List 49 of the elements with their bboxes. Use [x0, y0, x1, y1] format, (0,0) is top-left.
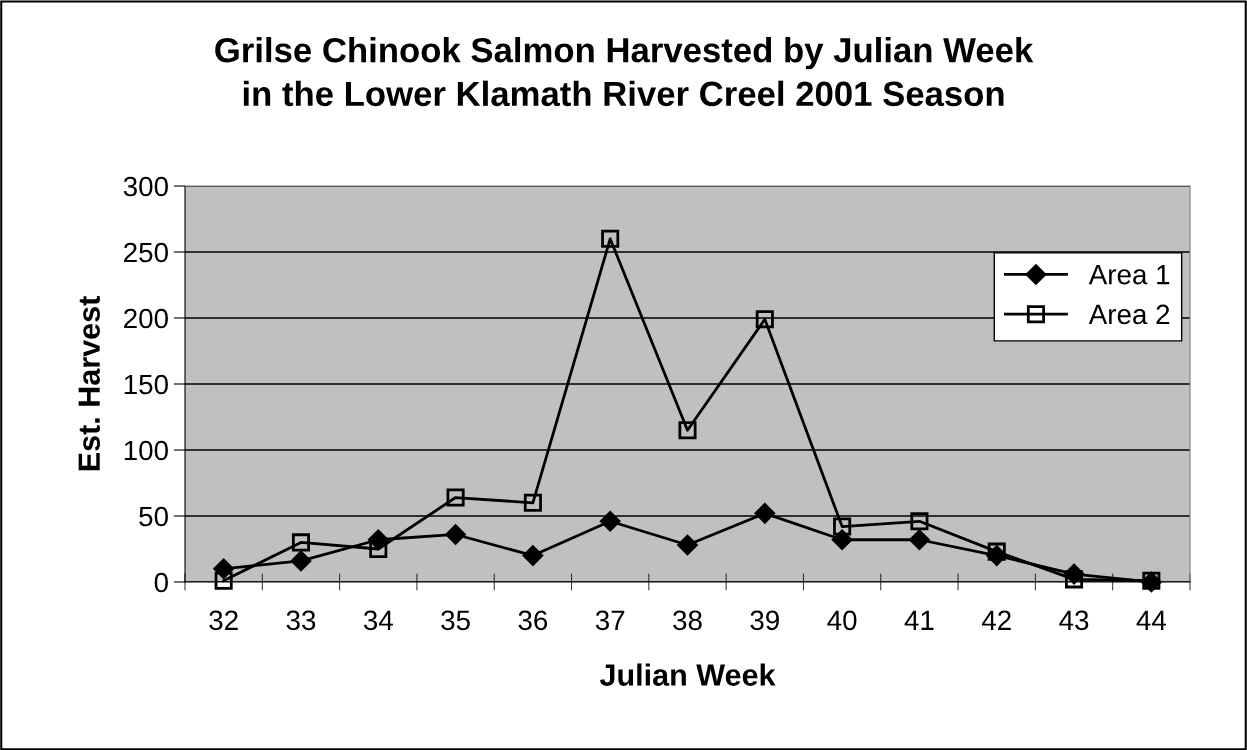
x-tick-label: 33 — [286, 610, 316, 631]
y-tick-label: 200 — [124, 308, 168, 329]
point — [1065, 570, 1084, 589]
point — [213, 558, 234, 580]
y-tick-label: 300 — [123, 176, 168, 197]
y-tick-label: 150 — [124, 374, 168, 395]
point — [522, 545, 544, 566]
point — [1063, 563, 1085, 585]
y-tick-label: 100 — [124, 440, 168, 461]
x-tick-label: 32 — [209, 610, 238, 631]
y-tick-label: 0 — [154, 572, 168, 593]
point — [833, 517, 852, 536]
point — [987, 542, 1006, 561]
legend-label: Area 2 — [1088, 304, 1170, 325]
y-axis-title: Est. Harvest — [78, 296, 100, 471]
x-tick-label: 34 — [363, 610, 393, 631]
x-tick-label: 43 — [1059, 610, 1089, 631]
point — [909, 529, 930, 550]
x-tick-label: 39 — [750, 610, 779, 631]
point — [755, 310, 774, 329]
x-tick-label: 38 — [673, 610, 702, 631]
x-tick-label: 36 — [518, 610, 548, 631]
x-tick-label: 42 — [981, 610, 1011, 630]
point — [677, 534, 698, 556]
point — [214, 571, 233, 590]
x-tick-label: 44 — [1136, 610, 1166, 630]
x-tick-label: 37 — [595, 610, 625, 631]
x-axis-title: Julian Week — [599, 663, 776, 686]
x-tick-label: 35 — [441, 610, 470, 631]
point — [523, 493, 542, 512]
point — [368, 529, 389, 550]
point — [290, 550, 312, 572]
y-tick-label: 250 — [124, 242, 168, 263]
x-tick-label: 41 — [904, 610, 934, 630]
x-tick-label: 40 — [827, 610, 857, 631]
point — [601, 229, 620, 248]
point — [986, 545, 1007, 566]
point — [445, 524, 466, 545]
y-tick-label: 50 — [139, 506, 168, 527]
point — [910, 512, 929, 531]
point — [754, 503, 776, 524]
point — [369, 539, 388, 559]
point — [599, 511, 621, 532]
point — [291, 533, 310, 552]
point — [678, 421, 697, 440]
legend-label: Area 1 — [1088, 265, 1170, 285]
point — [446, 488, 465, 507]
point — [831, 529, 853, 550]
chart-title: Grilse Chinook Salmon Harvested by Julian Week in the Lower Klamath River Creel 2001 Season — [215, 36, 1034, 107]
